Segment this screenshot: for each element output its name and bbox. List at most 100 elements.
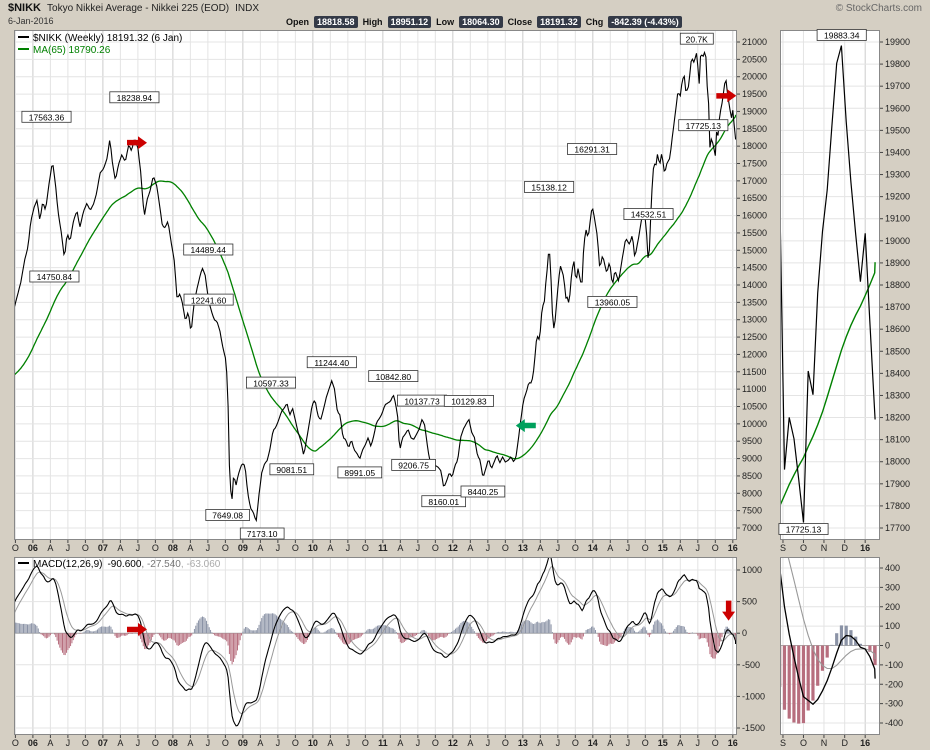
svg-text:0: 0 — [742, 628, 747, 638]
svg-text:J: J — [416, 543, 421, 553]
svg-text:O: O — [12, 738, 19, 748]
price-annotation-box — [239, 527, 285, 540]
svg-text:20500: 20500 — [742, 54, 767, 64]
svg-text:19900: 19900 — [885, 37, 910, 47]
price-annotation-box — [183, 293, 234, 306]
svg-text:A: A — [607, 543, 613, 553]
svg-text:7000: 7000 — [742, 523, 762, 533]
svg-text:08: 08 — [168, 543, 178, 553]
svg-text:14532.51: 14532.51 — [631, 210, 667, 220]
ticker-symbol: $NIKK — [8, 2, 42, 14]
high-label: High — [362, 17, 383, 27]
annotation-arrow — [127, 136, 147, 150]
svg-text:500: 500 — [742, 597, 757, 607]
svg-text:17900: 17900 — [885, 479, 910, 489]
svg-text:19000: 19000 — [742, 106, 767, 116]
macd-hist-value: -63.060 — [181, 559, 220, 570]
macd-legend: MACD(12,26,9) -90.600-27.540-63.060 — [18, 559, 220, 571]
svg-text:O: O — [152, 738, 159, 748]
macd-value: -90.600 — [107, 559, 142, 570]
svg-text:15: 15 — [658, 738, 668, 748]
svg-text:18500: 18500 — [742, 124, 767, 134]
svg-text:8500: 8500 — [742, 471, 762, 481]
svg-text:J: J — [276, 543, 281, 553]
svg-text:S: S — [780, 543, 786, 553]
svg-text:14: 14 — [588, 543, 598, 553]
svg-text:O: O — [642, 738, 649, 748]
price-annotation-box — [679, 32, 714, 45]
svg-text:07: 07 — [98, 738, 108, 748]
svg-text:N: N — [821, 738, 828, 748]
svg-text:O: O — [362, 543, 369, 553]
price-annotation-box — [443, 394, 494, 407]
ma-legend-row: MA(65) 18790.26 — [18, 45, 182, 57]
svg-text:15: 15 — [658, 543, 668, 553]
svg-text:17563.36: 17563.36 — [29, 113, 65, 123]
svg-text:D: D — [841, 738, 848, 748]
svg-text:16: 16 — [728, 543, 738, 553]
close-label: Close — [507, 17, 533, 27]
price-legend: $NIKK (Weekly) 18191.32 (6 Jan) MA(65) 1… — [18, 33, 182, 57]
price-annotation-box — [678, 119, 729, 132]
svg-text:A: A — [47, 543, 53, 553]
quote-date: 6-Jan-2016 — [8, 16, 54, 26]
macd-name: MACD(12,26,9) — [33, 559, 103, 570]
svg-text:O: O — [572, 738, 579, 748]
svg-text:O: O — [800, 543, 807, 553]
svg-text:O: O — [572, 543, 579, 553]
svg-text:J: J — [626, 543, 631, 553]
svg-text:19500: 19500 — [742, 89, 767, 99]
svg-text:A: A — [397, 738, 403, 748]
svg-text:A: A — [117, 543, 123, 553]
svg-text:A: A — [537, 543, 543, 553]
price-annotation-box — [21, 110, 72, 123]
svg-text:19800: 19800 — [885, 59, 910, 69]
svg-text:J: J — [346, 738, 351, 748]
svg-text:J: J — [136, 738, 141, 748]
svg-text:18500: 18500 — [885, 346, 910, 356]
svg-text:J: J — [66, 738, 71, 748]
svg-text:09: 09 — [238, 738, 248, 748]
svg-text:15138.12: 15138.12 — [531, 183, 567, 193]
annotation-arrow — [515, 419, 536, 433]
quote-row: 6-Jan-2016 Open 18818.58 High 18951.12 L… — [8, 16, 922, 28]
svg-text:18000: 18000 — [742, 141, 767, 151]
svg-text:J: J — [696, 543, 701, 553]
svg-text:14750.84: 14750.84 — [37, 272, 73, 282]
svg-text:O: O — [82, 543, 89, 553]
svg-text:17725.13: 17725.13 — [786, 525, 822, 535]
svg-text:18238.94: 18238.94 — [117, 93, 153, 103]
svg-text:-100: -100 — [885, 660, 903, 670]
svg-text:8991.05: 8991.05 — [344, 468, 375, 478]
svg-text:A: A — [47, 738, 53, 748]
svg-text:-400: -400 — [885, 718, 903, 728]
svg-text:19600: 19600 — [885, 103, 910, 113]
chart-header: $NIKK Tokyo Nikkei Average - Nikkei 225 … — [8, 2, 922, 14]
svg-text:D: D — [841, 543, 848, 553]
price-annotation-box — [245, 376, 296, 389]
svg-text:15000: 15000 — [742, 245, 767, 255]
svg-text:9500: 9500 — [742, 436, 762, 446]
svg-text:J: J — [556, 738, 561, 748]
price-annotation-box — [460, 485, 506, 498]
high-value: 18951.12 — [387, 16, 432, 28]
svg-text:-1500: -1500 — [742, 723, 765, 733]
svg-text:18800: 18800 — [885, 280, 910, 290]
svg-text:A: A — [467, 738, 473, 748]
svg-text:16000: 16000 — [742, 211, 767, 221]
svg-text:8000: 8000 — [742, 488, 762, 498]
svg-text:O: O — [642, 543, 649, 553]
price-annotation-box — [183, 243, 234, 256]
svg-text:10137.73: 10137.73 — [404, 396, 440, 406]
svg-text:19400: 19400 — [885, 147, 910, 157]
price-annotation-box — [421, 495, 466, 508]
svg-text:O: O — [12, 543, 19, 553]
svg-text:18600: 18600 — [885, 324, 910, 334]
svg-text:13500: 13500 — [742, 297, 767, 307]
svg-text:10500: 10500 — [742, 402, 767, 412]
annotation-arrow — [127, 622, 147, 636]
svg-text:8160.01: 8160.01 — [428, 497, 459, 507]
svg-text:O: O — [432, 543, 439, 553]
svg-text:400: 400 — [885, 563, 900, 573]
svg-text:13960.05: 13960.05 — [595, 298, 631, 308]
